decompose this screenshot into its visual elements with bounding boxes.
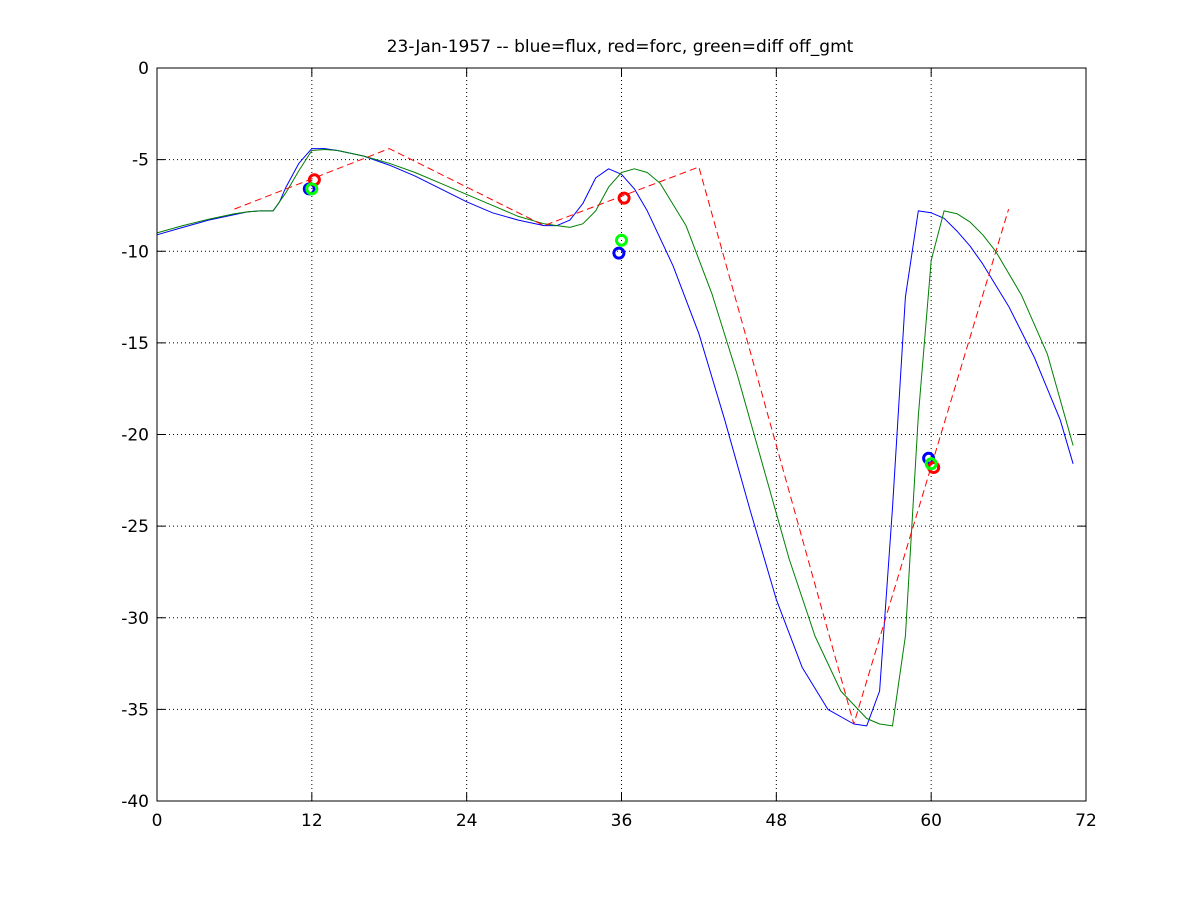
x-tick-label: 12 [301,811,323,831]
x-tick-label: 60 [920,811,942,831]
circle-marker [612,246,626,260]
y-tick-label: -20 [121,426,149,446]
x-tick-label: 0 [152,811,163,831]
x-tick-label: 48 [766,811,788,831]
circle-marker [305,182,319,196]
series-line-2 [234,148,1010,725]
y-tick-label: -35 [121,700,149,720]
series-line-1 [156,149,1074,727]
y-tick-label: -15 [121,334,149,354]
series-layer [156,148,1074,727]
circle-marker [924,457,938,471]
y-tick-label: -25 [121,517,149,537]
y-tick-label: -40 [121,792,149,812]
y-tick-label: 0 [138,59,149,79]
circle-marker [617,191,631,205]
grid-layer [157,68,1086,801]
x-tick-label: 72 [1075,811,1097,831]
y-tick-label: -5 [132,151,149,171]
tick-layer: 0 12 24 36 48 60 72 0 -5 -10 -15 -20 -25 -30 -35 -40 [121,59,1097,831]
x-tick-label: 24 [456,811,478,831]
marker-layer [302,173,941,474]
y-tick-label: -30 [121,609,149,629]
circle-marker [615,233,628,247]
y-tick-label: -10 [121,242,149,262]
series-line-0 [156,148,1074,727]
x-tick-label: 36 [611,811,633,831]
chart-title: 23-Jan-1957 -- blue=flux, red=forc, gree… [387,37,854,57]
